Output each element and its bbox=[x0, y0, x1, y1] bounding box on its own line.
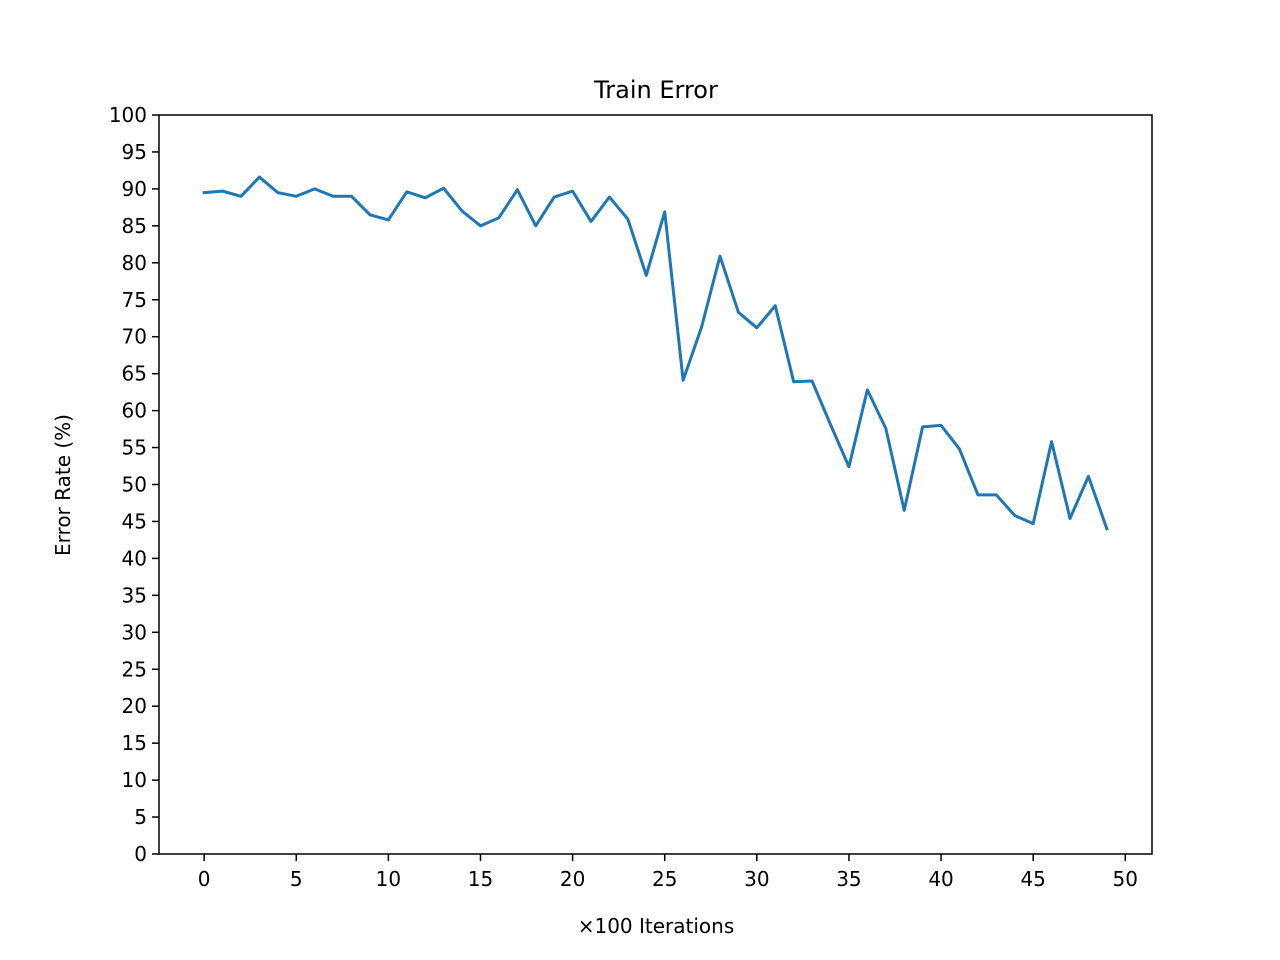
data-point bbox=[460, 209, 464, 213]
data-point bbox=[295, 195, 298, 198]
y-tick-label: 55 bbox=[122, 436, 147, 460]
y-tick-label: 85 bbox=[122, 214, 147, 238]
y-tick-label: 100 bbox=[109, 103, 147, 127]
data-point bbox=[258, 175, 261, 179]
data-point bbox=[313, 187, 316, 191]
data-point bbox=[829, 423, 832, 426]
x-tick-label: 50 bbox=[1113, 867, 1138, 891]
data-point bbox=[497, 216, 501, 219]
data-point bbox=[626, 217, 630, 221]
y-tick-label: 25 bbox=[122, 657, 147, 681]
data-point bbox=[368, 213, 372, 216]
y-axis-ticks: 0 5 10 15 20 25 30 35 40 45 50 55 60 65 70 75 80 85 90 95 10… bbox=[109, 103, 159, 866]
data-point bbox=[976, 493, 980, 497]
data-point bbox=[737, 311, 740, 314]
y-tick-label: 10 bbox=[122, 768, 147, 792]
x-tick-label: 20 bbox=[560, 867, 585, 891]
data-point bbox=[608, 195, 611, 199]
data-point bbox=[350, 195, 353, 198]
data-point bbox=[479, 224, 482, 228]
y-tick-label: 60 bbox=[122, 399, 147, 423]
data-point bbox=[387, 218, 390, 222]
data-point bbox=[792, 380, 795, 383]
y-axis-label: Error Rate (%) bbox=[51, 414, 75, 556]
data-point bbox=[774, 304, 777, 307]
y-tick-label: 40 bbox=[122, 546, 147, 570]
data-point bbox=[958, 447, 961, 451]
data-point bbox=[1087, 475, 1090, 478]
x-axis-label: ×100 Iterations bbox=[578, 914, 735, 938]
data-point bbox=[866, 388, 869, 392]
x-tick-label: 35 bbox=[836, 867, 861, 891]
data-point bbox=[1105, 527, 1109, 531]
series-line-0 bbox=[202, 175, 1109, 531]
data-point bbox=[884, 427, 887, 430]
data-point bbox=[589, 220, 593, 223]
data-point bbox=[1068, 517, 1072, 520]
y-tick-label: 15 bbox=[122, 731, 147, 755]
data-point bbox=[810, 379, 814, 383]
plot-frame bbox=[158, 114, 1153, 855]
x-tick-label: 10 bbox=[376, 867, 401, 891]
data-point bbox=[700, 325, 703, 329]
series-layer bbox=[202, 175, 1109, 531]
data-point bbox=[424, 196, 427, 199]
y-tick-label: 50 bbox=[122, 473, 147, 497]
x-axis-ticks: 0 5 10 15 20 25 30 35 40 45 50 bbox=[198, 854, 1138, 891]
data-point bbox=[1013, 514, 1016, 517]
data-point bbox=[847, 465, 851, 468]
data-point bbox=[221, 189, 224, 193]
x-tick-label: 30 bbox=[744, 867, 769, 891]
data-point bbox=[755, 326, 759, 330]
y-tick-label: 80 bbox=[122, 251, 147, 275]
data-point bbox=[442, 186, 445, 190]
x-tick-label: 5 bbox=[290, 867, 303, 891]
data-point bbox=[718, 254, 722, 258]
data-point bbox=[552, 195, 556, 199]
data-point bbox=[995, 493, 998, 497]
y-tick-label: 70 bbox=[122, 325, 147, 349]
x-tick-label: 40 bbox=[928, 867, 953, 891]
data-point bbox=[903, 509, 906, 512]
y-tick-label: 75 bbox=[122, 288, 147, 312]
data-point bbox=[663, 210, 666, 214]
y-tick-label: 20 bbox=[122, 694, 147, 718]
y-tick-label: 45 bbox=[122, 509, 147, 533]
data-point bbox=[516, 188, 519, 191]
y-tick-label: 65 bbox=[122, 362, 147, 386]
y-tick-label: 95 bbox=[122, 140, 147, 164]
data-point bbox=[645, 274, 648, 277]
data-point bbox=[534, 224, 537, 228]
data-point bbox=[239, 195, 243, 198]
data-point bbox=[405, 190, 408, 194]
data-point bbox=[331, 195, 335, 198]
data-point bbox=[202, 191, 206, 194]
data-point bbox=[571, 189, 574, 193]
data-point bbox=[1050, 440, 1053, 443]
data-point bbox=[1031, 522, 1035, 525]
data-point bbox=[276, 191, 280, 194]
x-tick-label: 0 bbox=[198, 867, 211, 891]
x-tick-label: 45 bbox=[1020, 867, 1045, 891]
data-point bbox=[921, 425, 924, 429]
y-tick-label: 0 bbox=[134, 842, 147, 866]
x-tick-label: 25 bbox=[652, 867, 677, 891]
y-tick-label: 5 bbox=[134, 805, 147, 829]
y-tick-label: 90 bbox=[122, 177, 147, 201]
data-point bbox=[681, 379, 685, 382]
x-tick-label: 15 bbox=[468, 867, 493, 891]
data-point bbox=[939, 424, 943, 427]
chart-title: Train Error bbox=[593, 76, 718, 104]
y-tick-label: 35 bbox=[122, 583, 147, 607]
y-tick-label: 30 bbox=[122, 620, 147, 644]
